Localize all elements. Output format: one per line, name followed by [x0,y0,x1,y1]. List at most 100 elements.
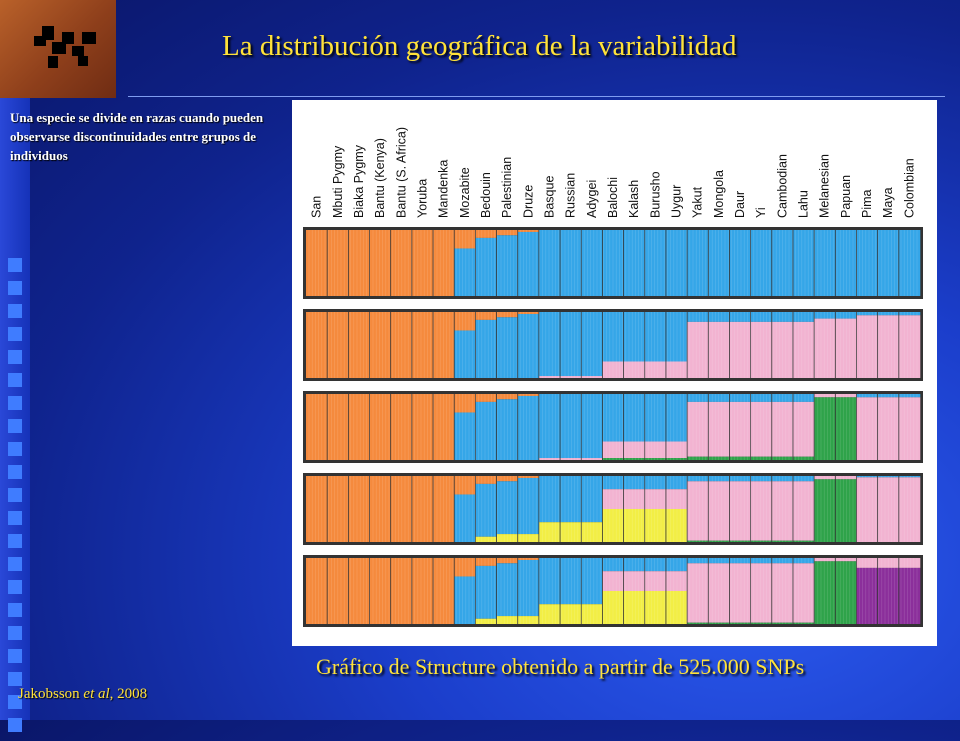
ancestry-bar [475,565,497,619]
ancestry-bar [856,230,921,296]
population-label: Pima [860,189,874,218]
ancestry-bar [496,476,519,482]
ancestry-bar [454,312,476,331]
population-label: Cambodian [775,154,789,218]
ancestry-bar [517,476,540,478]
ancestry-bar [306,558,455,624]
ancestry-bar [517,231,540,296]
ancestry-bar [496,235,519,296]
left-decorative-stripe [0,98,30,732]
population-label: Druze [521,185,535,218]
ancestry-bar [856,397,921,460]
ancestry-bar [517,477,540,535]
ancestry-bar [475,483,497,537]
ancestry-bar [517,534,540,542]
structure-figure: San Mbuti Pygmy Biaka Pygmy Bantu (Kenya) Ba… [292,100,937,646]
population-label: Burusho [648,171,662,218]
population-label: Balochi [606,177,620,218]
ancestry-bar [538,522,603,542]
university-logo [0,0,116,98]
population-label: Lahu [797,190,811,218]
ancestry-bar [517,313,540,378]
population-label: San [310,196,324,218]
ancestry-bar [496,563,519,617]
citation: Jakobsson et al, 2008 [18,686,147,703]
population-label: Russian [564,173,578,218]
ancestry-bar [475,401,497,460]
ancestry-bar [856,477,921,542]
population-label: Yakut [691,186,705,218]
side-note: Una especie se divide en razas cuando pu… [10,110,264,163]
ancestry-bar [454,476,476,495]
citation-author: Jakobsson [18,686,80,702]
population-label: Adygei [585,180,599,218]
ancestry-bar [496,230,519,236]
population-label: Bedouin [479,172,493,218]
ancestry-bar [454,412,476,460]
ancestry-bar [856,312,921,316]
decorative-squares [8,258,22,741]
population-label: Bantu (S. Africa) [394,127,408,218]
ancestry-bar [517,616,540,624]
population-label: Mozabite [458,167,472,218]
ancestry-bar [475,312,497,320]
ancestry-bar [454,330,476,378]
ancestry-bar [306,476,455,542]
ancestry-bar [475,394,497,402]
population-label: Bantu (Kenya) [373,138,387,218]
ancestry-bar [856,558,921,568]
population-label: Colombian [902,158,916,218]
ancestry-bar [496,534,519,542]
ancestry-bar [517,312,540,314]
ancestry-bar [538,312,603,377]
ancestry-bar [496,399,519,460]
ancestry-bar [538,230,603,296]
population-label: Kalash [627,180,641,218]
ancestry-bar [475,558,497,566]
ancestry-bar [306,394,455,460]
ancestry-bar [475,476,497,484]
ancestry-bar [306,230,455,296]
ancestry-bar [496,481,519,535]
ancestry-bar [856,567,921,624]
ancestry-bar [538,558,603,605]
ancestry-bar [454,230,476,249]
ancestry-bar [517,395,540,460]
university-logo-icon [34,26,96,68]
ancestry-bar [496,317,519,378]
ancestry-bar [538,376,603,378]
figure-caption: Gráfico de Structure obtenido a partir d… [316,654,805,679]
ancestry-bar [454,576,476,624]
population-label: Uygur [670,185,684,218]
population-label: Yoruba [415,179,429,218]
ancestry-bar [306,312,455,378]
ancestry-bar [475,319,497,378]
ancestry-bar [475,230,497,238]
ancestry-bar [538,604,603,624]
population-label: Papuan [839,175,853,218]
population-label: Yi [754,207,768,218]
ancestry-bar [517,230,540,232]
ancestry-bar [856,476,921,478]
citation-year: , 2008 [109,686,148,702]
ancestry-bar [517,558,540,560]
ancestry-bar [454,248,476,296]
population-label: Maya [881,187,895,218]
population-label: Melanesian [818,154,832,218]
ancestry-bar [454,494,476,542]
ancestry-bar [475,536,497,542]
ancestry-bar [517,394,540,396]
ancestry-bar [475,618,497,624]
citation-etal: et al [83,686,110,702]
ancestry-bar [496,616,519,624]
population-label: Biaka Pygmy [352,144,366,218]
population-label: Mbuti Pygmy [331,145,345,218]
population-label: Palestinian [500,157,514,218]
slide-title: La distribución geográfica de la variabi… [222,30,737,62]
ancestry-bar [475,237,497,296]
population-label: Mandenka [437,160,451,218]
ancestry-bar [496,312,519,318]
ancestry-bar [496,394,519,400]
ancestry-bar [538,476,603,523]
structure-chart: San Mbuti Pygmy Biaka Pygmy Bantu (Kenya) Ba… [303,127,923,627]
